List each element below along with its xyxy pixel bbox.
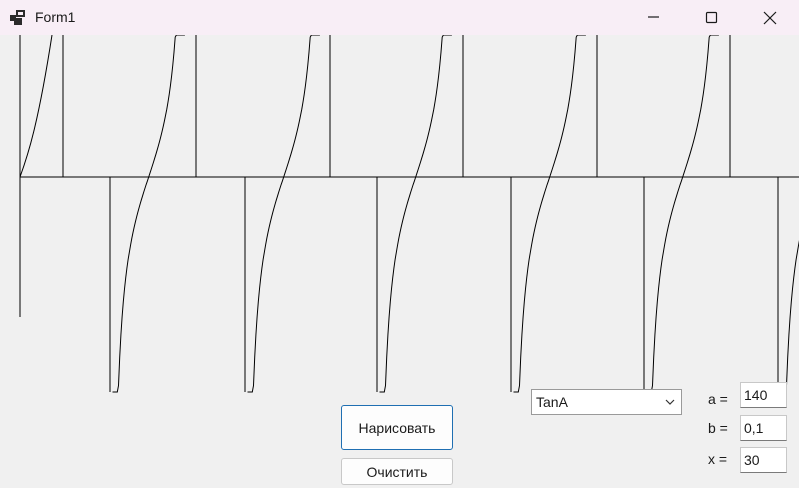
tan-branch-0	[112, 35, 185, 393]
function-select[interactable]: TanA	[531, 389, 682, 415]
maximize-button[interactable]	[683, 0, 741, 35]
tan-curve-group	[19, 35, 799, 393]
function-select-value: TanA	[536, 394, 568, 410]
minimize-icon	[648, 16, 659, 18]
param-a-input[interactable]: 140	[740, 382, 787, 408]
tan-branch-first	[19, 35, 53, 178]
tan-branch-2	[379, 35, 452, 393]
param-x-input[interactable]: 30	[740, 447, 787, 473]
tan-branch-4	[646, 35, 719, 393]
app-icon	[10, 10, 25, 25]
param-a-label: a =	[708, 391, 728, 407]
clear-button[interactable]: Очистить	[341, 458, 453, 485]
window-title: Form1	[35, 9, 76, 25]
param-b-label: b =	[708, 420, 728, 436]
param-x-label: x =	[708, 451, 728, 467]
param-b-input[interactable]: 0,1	[740, 415, 787, 441]
chevron-down-icon	[665, 399, 675, 405]
tan-branch-3	[513, 35, 586, 393]
tan-branch-5	[780, 239, 799, 393]
plot-canvas	[19, 35, 799, 393]
close-button[interactable]	[741, 0, 799, 35]
title-bar: Form1	[0, 0, 799, 35]
draw-button[interactable]: Нарисовать	[341, 405, 453, 450]
close-icon	[763, 11, 777, 25]
maximize-icon	[705, 11, 718, 24]
minimize-button[interactable]	[625, 0, 683, 35]
tan-branch-1	[247, 35, 320, 393]
